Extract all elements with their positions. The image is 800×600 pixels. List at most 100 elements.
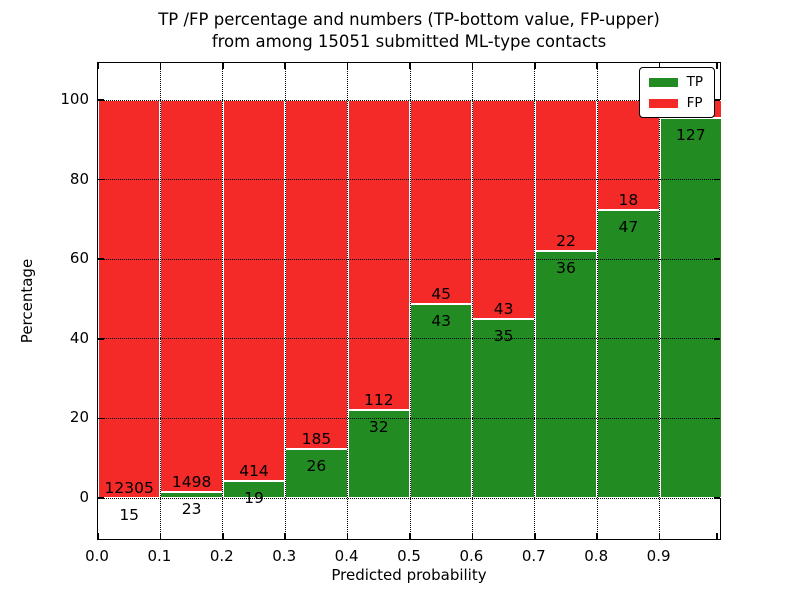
x-tick-mark-top bbox=[159, 63, 162, 69]
fp-count-label: 22 bbox=[556, 231, 576, 250]
fp-bar-segment bbox=[222, 100, 286, 481]
horizontal-gridline bbox=[98, 99, 719, 101]
x-tick-label: 0.1 bbox=[147, 547, 172, 565]
tp-bar-segment bbox=[659, 117, 722, 498]
x-tick-label: 0.8 bbox=[584, 547, 609, 565]
fp-count-label: 18 bbox=[618, 191, 639, 210]
x-tick-mark bbox=[222, 533, 224, 539]
y-tick-mark-right bbox=[714, 417, 720, 420]
x-tick-mark-top bbox=[658, 63, 661, 69]
plot-area: 12305 15 1498 23 414 19 185 26 112 32 45 43 43 35 22 36… bbox=[97, 62, 722, 540]
x-axis-label: Predicted probability bbox=[331, 566, 487, 584]
legend-label-fp: FP bbox=[686, 95, 703, 111]
x-tick-mark-top bbox=[409, 63, 411, 69]
fp-swatch-icon bbox=[648, 98, 678, 108]
vertical-gridline bbox=[409, 63, 411, 538]
tp-count-label: 43 bbox=[431, 311, 452, 330]
fp-bar-segment bbox=[160, 100, 223, 492]
fp-bar-segment bbox=[534, 100, 598, 251]
tp-bar-segment bbox=[534, 250, 598, 498]
y-tick-mark-right bbox=[714, 497, 720, 499]
fp-bar-segment bbox=[410, 100, 473, 304]
fp-count-label: 1498 bbox=[171, 472, 212, 491]
x-tick-mark bbox=[658, 533, 661, 539]
horizontal-gridline bbox=[98, 417, 719, 419]
vertical-gridline bbox=[222, 63, 224, 538]
y-tick-mark bbox=[98, 338, 104, 340]
x-tick-label: 0.6 bbox=[459, 547, 484, 565]
y-tick-mark bbox=[98, 99, 104, 101]
x-tick-mark bbox=[534, 533, 536, 539]
y-tick-mark bbox=[98, 417, 104, 420]
y-tick-label: 40 bbox=[69, 328, 89, 347]
chart-title: TP /FP percentage and numbers (TP-bottom… bbox=[97, 9, 721, 53]
tp-bar-segment bbox=[222, 480, 286, 498]
legend-item-fp: FP bbox=[648, 95, 703, 111]
horizontal-gridline bbox=[98, 179, 719, 181]
y-tick-mark-right bbox=[714, 178, 720, 181]
legend: TP FP bbox=[638, 67, 715, 118]
fp-bar-segment bbox=[285, 100, 348, 449]
tp-count-label: 36 bbox=[556, 258, 576, 277]
tp-count-label: 127 bbox=[676, 125, 706, 144]
horizontal-gridline bbox=[98, 258, 719, 260]
tp-bar-segment bbox=[285, 448, 348, 498]
x-tick-mark-top bbox=[471, 63, 474, 69]
x-tick-mark-top bbox=[346, 63, 349, 69]
y-tick-label: 80 bbox=[69, 169, 89, 188]
x-tick-mark bbox=[284, 533, 286, 539]
tp-bar-segment bbox=[472, 319, 535, 498]
fp-count-label: 43 bbox=[493, 300, 514, 319]
legend-item-tp: TP bbox=[648, 74, 703, 90]
fp-count-label: 45 bbox=[431, 284, 452, 303]
y-tick-mark-right bbox=[714, 99, 720, 101]
x-tick-label: 0.4 bbox=[334, 547, 359, 565]
x-tick-label: 0.0 bbox=[85, 547, 109, 565]
x-tick-mark bbox=[471, 533, 474, 539]
y-tick-label: 60 bbox=[69, 249, 89, 268]
fp-count-label: 414 bbox=[239, 461, 269, 480]
vertical-gridline bbox=[471, 63, 473, 538]
y-tick-mark-right bbox=[714, 258, 720, 260]
tp-count-label: 47 bbox=[618, 218, 639, 237]
y-tick-label: 20 bbox=[69, 408, 89, 427]
vertical-gridline bbox=[347, 63, 349, 538]
vertical-gridline bbox=[284, 63, 286, 538]
x-tick-mark-top bbox=[534, 63, 536, 69]
legend-label-tp: TP bbox=[686, 74, 703, 90]
y-axis-label: Percentage bbox=[18, 258, 36, 344]
y-tick-mark-right bbox=[714, 338, 720, 340]
fp-bar-segment bbox=[597, 100, 660, 211]
chart-title-line2: from among 15051 submitted ML-type conta… bbox=[211, 32, 607, 51]
x-tick-mark bbox=[97, 533, 99, 539]
fp-count-label: 112 bbox=[364, 390, 394, 409]
horizontal-gridline bbox=[98, 338, 719, 340]
x-tick-mark bbox=[716, 533, 718, 539]
tp-bar-segment bbox=[347, 409, 410, 498]
x-tick-mark-top bbox=[596, 63, 598, 69]
tp-count-label: 26 bbox=[306, 456, 327, 475]
x-tick-mark-top bbox=[97, 63, 99, 69]
y-tick-mark bbox=[98, 497, 104, 499]
tp-count-label: 19 bbox=[244, 488, 264, 507]
x-tick-mark bbox=[596, 533, 598, 539]
tp-bar-segment bbox=[597, 210, 660, 498]
y-tick-mark bbox=[98, 258, 104, 260]
chart-title-line1: TP /FP percentage and numbers (TP-bottom… bbox=[158, 10, 660, 29]
y-tick-label: 100 bbox=[60, 90, 89, 108]
x-tick-label: 0.3 bbox=[272, 547, 297, 565]
tp-count-label: 15 bbox=[119, 505, 140, 524]
x-tick-label: 0.5 bbox=[397, 547, 421, 565]
x-tick-mark bbox=[159, 533, 162, 539]
x-tick-mark-top bbox=[716, 63, 718, 69]
tp-count-label: 23 bbox=[181, 499, 202, 518]
x-tick-mark-top bbox=[284, 63, 286, 69]
tp-count-label: 35 bbox=[493, 327, 514, 346]
tp-swatch-icon bbox=[648, 77, 678, 87]
horizontal-gridline bbox=[98, 497, 719, 499]
fp-bar-segment bbox=[98, 100, 161, 498]
vertical-gridline bbox=[534, 63, 536, 538]
fp-count-label: 185 bbox=[301, 429, 332, 448]
x-tick-mark bbox=[409, 533, 411, 539]
